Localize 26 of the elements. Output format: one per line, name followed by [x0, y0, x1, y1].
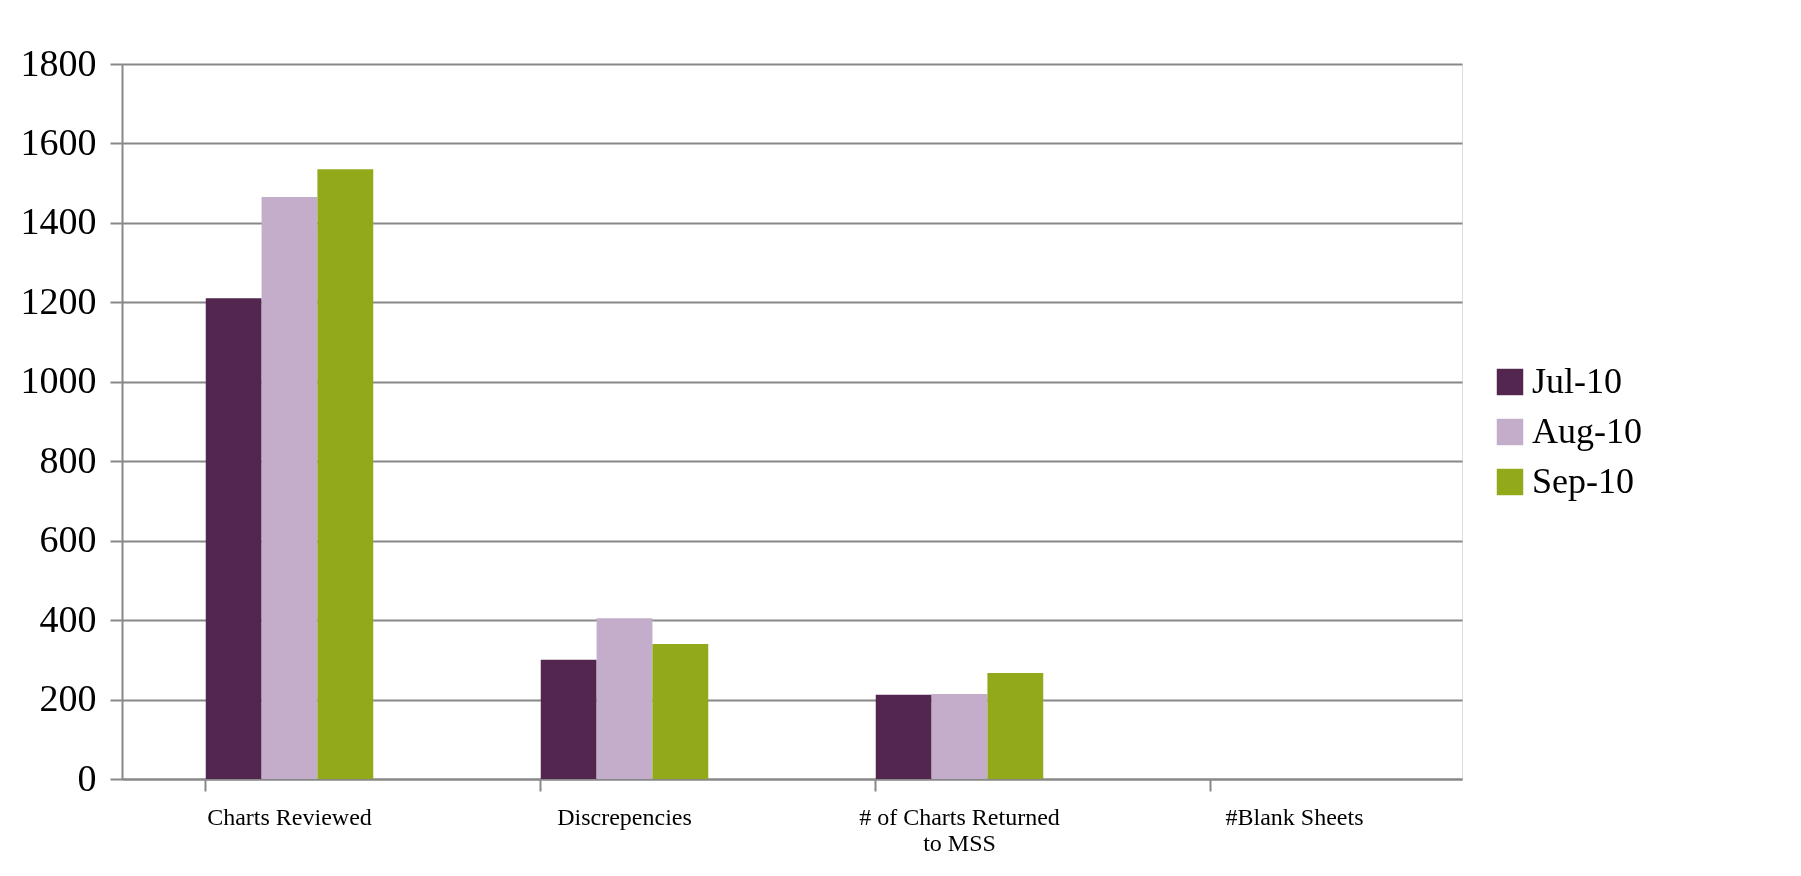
y-tick-label: 0 — [77, 756, 97, 799]
x-tick-label: # of Charts Returned to MSS — [859, 803, 1060, 856]
x-tick-label: Charts Reviewed — [207, 803, 372, 830]
y-tick-label: 800 — [39, 438, 97, 481]
bar — [317, 169, 374, 779]
x-tick-label: #Blank Sheets — [1225, 803, 1364, 830]
y-tick-label: 1000 — [20, 359, 97, 402]
y-tick-label: 1800 — [20, 41, 97, 84]
legend-label: Sep-10 — [1532, 461, 1634, 501]
bar — [261, 197, 318, 779]
bar — [205, 298, 262, 779]
bar — [596, 618, 653, 779]
y-tick-label: 1600 — [20, 120, 97, 163]
bar — [987, 672, 1044, 779]
y-tick-label: 1400 — [20, 200, 97, 243]
y-tick-label: 1200 — [20, 279, 97, 322]
bar — [540, 659, 597, 779]
legend-label: Jul-10 — [1532, 361, 1622, 401]
legend-label: Aug-10 — [1532, 411, 1642, 451]
bar — [931, 693, 988, 779]
y-tick-label: 400 — [39, 597, 97, 640]
x-tick-label: Discrepencies — [557, 803, 692, 830]
bar — [652, 643, 709, 779]
y-tick-label: 200 — [39, 677, 97, 720]
bar — [875, 694, 932, 779]
y-tick-label: 600 — [39, 518, 97, 561]
